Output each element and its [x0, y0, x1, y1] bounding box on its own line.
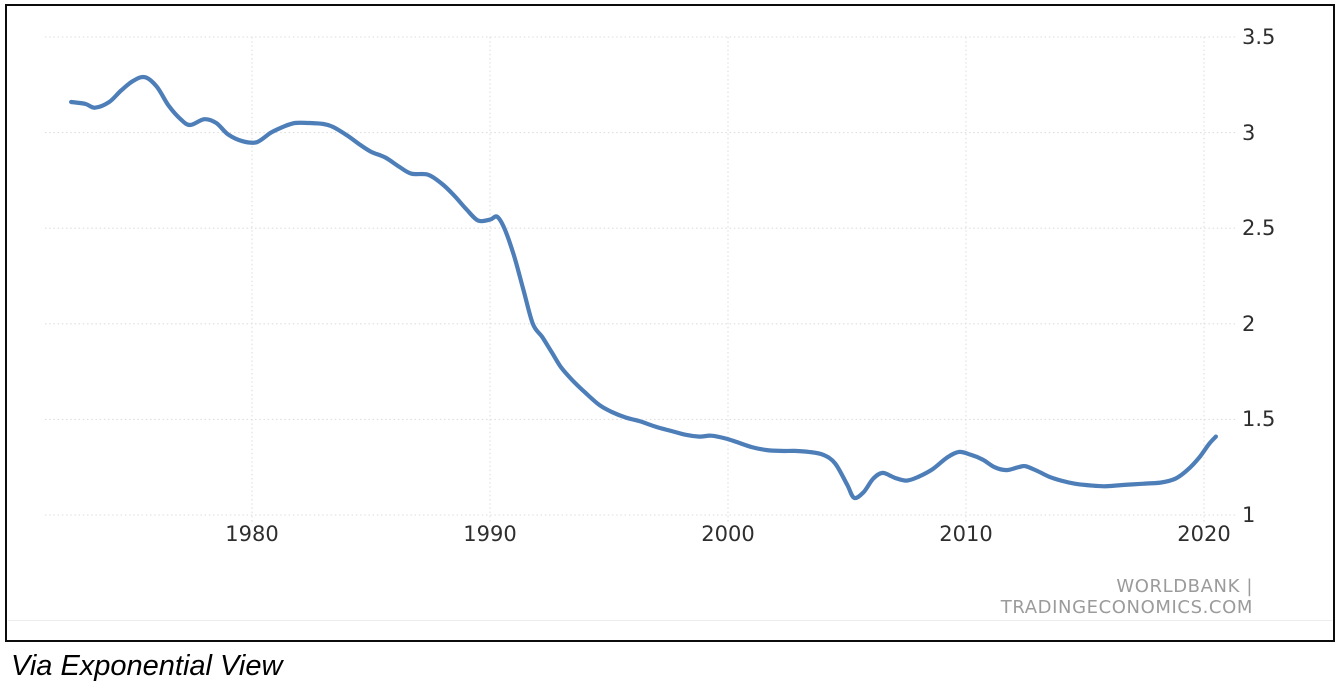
vertical-gridlines: [251, 37, 1205, 523]
x-axis-tick-label: 1990: [463, 522, 517, 546]
chart-frame: [5, 4, 1335, 642]
y-axis-tick-label: 2: [1242, 311, 1256, 336]
x-axis-tick-label: 2000: [701, 522, 755, 546]
x-axis-tick-label: 1980: [225, 522, 279, 546]
caption: Via Exponential View: [11, 650, 283, 682]
x-axis-tick-label: 2020: [1177, 522, 1231, 546]
y-axis-tick-label: 2.5: [1242, 216, 1276, 241]
horizontal-gridlines: [45, 36, 1236, 516]
y-axis-tick-label: 3.5: [1242, 25, 1276, 49]
x-axis-tick-label: 2010: [939, 522, 993, 546]
y-axis-tick-label: 3: [1242, 120, 1256, 145]
bottom-separator-line: [8, 620, 1332, 621]
y-axis-tick-label: 1: [1242, 503, 1256, 527]
y-axis-tick-label: 1.5: [1242, 407, 1276, 432]
source-watermark: WORLDBANK | TRADINGECONOMICS.COM: [1000, 576, 1253, 618]
data-line: [69, 74, 1218, 501]
